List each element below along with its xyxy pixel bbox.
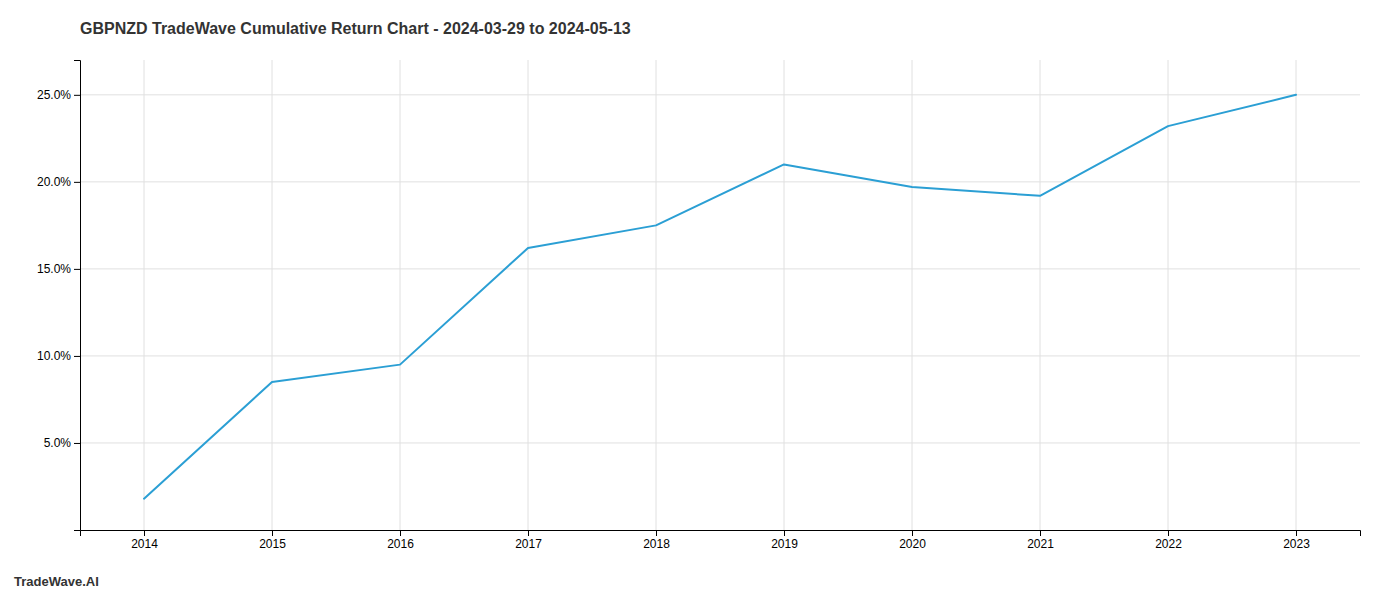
x-tick-mark bbox=[1296, 530, 1297, 536]
x-tick-mark bbox=[1040, 530, 1041, 536]
x-tick-mark bbox=[912, 530, 913, 536]
x-tick: 2021 bbox=[1027, 530, 1054, 551]
grid-line-x bbox=[784, 60, 785, 530]
plot-area: 2014 2015 2016 2017 2018 2019 2020 2021 2022 2023… bbox=[37, 60, 1361, 551]
y-tick-label: 25.0% bbox=[37, 88, 71, 102]
x-tick: 2017 bbox=[515, 530, 542, 551]
grid-line-x bbox=[400, 60, 401, 530]
x-tick: 2020 bbox=[899, 530, 926, 551]
x-tick-label: 2014 bbox=[131, 537, 158, 551]
x-tick-label: 2022 bbox=[1155, 537, 1182, 551]
x-tick-mark bbox=[272, 530, 273, 536]
x-axis: 2014 2015 2016 2017 2018 2019 2020 2021 2022 2023 bbox=[81, 530, 1361, 551]
y-tick-mark bbox=[74, 356, 80, 357]
x-axis-line bbox=[81, 531, 1361, 537]
grid-line-y bbox=[80, 181, 1360, 182]
y-axis-line bbox=[74, 61, 81, 531]
grid-line-x bbox=[656, 60, 657, 530]
y-tick: 5.0% bbox=[44, 436, 80, 450]
y-tick-mark bbox=[74, 95, 80, 96]
x-tick-label: 2023 bbox=[1283, 537, 1310, 551]
title: GBPNZD TradeWave Cumulative Return Chart… bbox=[80, 20, 631, 37]
x-tick-label: 2016 bbox=[387, 537, 414, 551]
grid-line-x bbox=[1168, 60, 1169, 530]
grid-line-y bbox=[80, 442, 1360, 443]
y-tick-label: 15.0% bbox=[37, 262, 71, 276]
x-tick: 2019 bbox=[771, 530, 798, 551]
y-tick: 25.0% bbox=[37, 88, 80, 102]
x-tick-label: 2018 bbox=[643, 537, 670, 551]
x-tick-label: 2020 bbox=[899, 537, 926, 551]
y-tick-label: 10.0% bbox=[37, 349, 71, 363]
footer: TradeWave.AI bbox=[14, 574, 99, 589]
x-tick-label: 2017 bbox=[515, 537, 542, 551]
x-tick: 2016 bbox=[387, 530, 414, 551]
grid-line-x bbox=[1040, 60, 1041, 530]
x-tick-label: 2015 bbox=[259, 537, 286, 551]
series bbox=[144, 95, 1296, 499]
y-axis: 5.0% 10.0% 15.0% 20.0% 25.0% bbox=[37, 61, 81, 531]
x-tick: 2023 bbox=[1283, 530, 1310, 551]
x-tick: 2018 bbox=[643, 530, 670, 551]
y-tick-mark bbox=[74, 443, 80, 444]
y-tick-label: 20.0% bbox=[37, 175, 71, 189]
x-tick-mark bbox=[528, 530, 529, 536]
x-tick: 2022 bbox=[1155, 530, 1182, 551]
x-tick: 2014 bbox=[131, 530, 158, 551]
x-tick-mark bbox=[1168, 530, 1169, 536]
grid-line-y bbox=[80, 94, 1360, 95]
grid-line-x bbox=[144, 60, 145, 530]
x-tick-mark bbox=[400, 530, 401, 536]
grid-line-y bbox=[80, 355, 1360, 356]
chart: 2014 2015 2016 2017 2018 2019 2020 2021 2022 2023… bbox=[0, 0, 1400, 600]
grid-line-x bbox=[912, 60, 913, 530]
x-tick-label: 2019 bbox=[771, 537, 798, 551]
y-tick: 20.0% bbox=[37, 175, 80, 189]
y-tick-label: 5.0% bbox=[44, 436, 72, 450]
x-tick-mark bbox=[784, 530, 785, 536]
x-tick-mark bbox=[144, 530, 145, 536]
grid bbox=[80, 60, 1360, 530]
y-tick: 10.0% bbox=[37, 349, 80, 363]
x-tick: 2015 bbox=[259, 530, 286, 551]
y-tick: 15.0% bbox=[37, 262, 80, 276]
grid-line-x bbox=[1296, 60, 1297, 530]
line bbox=[144, 95, 1296, 499]
y-tick-mark bbox=[74, 182, 80, 183]
grid-line-x bbox=[272, 60, 273, 530]
x-tick-mark bbox=[656, 530, 657, 536]
x-tick-label: 2021 bbox=[1027, 537, 1054, 551]
grid-line-y bbox=[80, 268, 1360, 269]
grid-line-x bbox=[528, 60, 529, 530]
y-tick-mark bbox=[74, 269, 80, 270]
